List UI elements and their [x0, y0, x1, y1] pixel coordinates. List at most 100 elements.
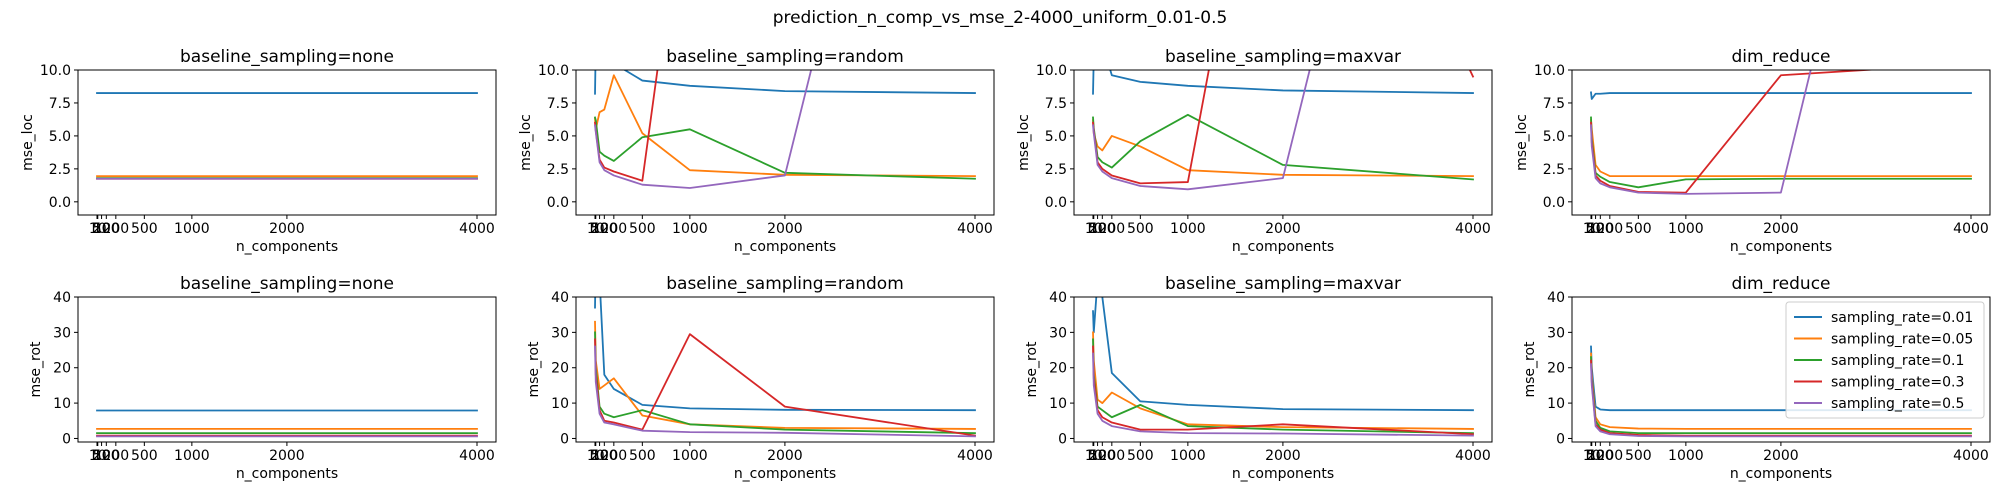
x-tick-label: 500: [131, 448, 158, 464]
plot-area-5: [96, 409, 478, 438]
x-tick-label: 50: [93, 448, 111, 464]
x-tick-label: 200: [102, 221, 129, 237]
x-axis-label: n_components: [1232, 239, 1334, 255]
x-tick-label: 2: [591, 221, 600, 237]
y-tick-label: 0: [62, 431, 71, 447]
x-tick-label: 200: [1596, 221, 1623, 237]
x-tick-label: 100: [591, 448, 618, 464]
subplot-title: baseline_sampling=none: [180, 274, 394, 294]
y-axis-label: mse_loc: [1016, 114, 1032, 171]
x-tick-label: 1000: [1170, 221, 1206, 237]
series-line-5: [1590, 363, 1972, 438]
x-tick-label: 50: [1587, 448, 1605, 464]
x-tick-label: 4000: [957, 448, 993, 464]
x-tick-label: 2: [1587, 221, 1596, 237]
x-tick-label: 10: [1583, 448, 1601, 464]
y-axis-label: mse_rot: [28, 341, 44, 398]
plot-area-1: [96, 92, 478, 180]
series-line-2: [1590, 119, 1972, 178]
series-line-5: [1092, 352, 1474, 437]
x-axis-label: n_components: [236, 239, 338, 255]
y-tick-label: 20: [1547, 361, 1565, 377]
x-tick-label: 50: [1089, 448, 1107, 464]
x-tick-label: 2000: [1265, 448, 1301, 464]
x-tick-label: 4000: [459, 221, 495, 237]
x-tick-label: 10: [89, 221, 107, 237]
x-axis-label: n_components: [734, 239, 836, 255]
subplot-title: baseline_sampling=none: [180, 47, 394, 67]
y-tick-label: 0: [560, 431, 569, 447]
series-line-5: [1092, 70, 1311, 191]
x-tick-label: 500: [1625, 221, 1652, 237]
y-axis-label: mse_loc: [518, 114, 534, 171]
x-tick-label: 500: [629, 448, 656, 464]
y-tick-label: 10.0: [1036, 63, 1067, 79]
x-tick-label: 2000: [1763, 221, 1799, 237]
x-tick-label: 10: [1085, 221, 1103, 237]
x-tick-label: 2000: [269, 221, 305, 237]
x-tick-label: 500: [629, 221, 656, 237]
x-tick-label: 200: [600, 221, 627, 237]
series-line-1: [594, 297, 976, 412]
y-tick-label: 30: [1547, 325, 1565, 341]
x-axis-label: n_components: [1232, 466, 1334, 482]
x-tick-label: 10: [89, 448, 107, 464]
x-tick-label: 4000: [1953, 221, 1989, 237]
y-tick-label: 20: [551, 361, 569, 377]
y-tick-label: 0.0: [1543, 195, 1565, 211]
y-tick-label: 2.5: [1543, 162, 1565, 178]
x-tick-label: 200: [102, 448, 129, 464]
y-tick-label: 10: [551, 396, 569, 412]
x-tick-label: 1000: [1668, 221, 1704, 237]
y-tick-label: 40: [1049, 290, 1067, 306]
x-tick-label: 4000: [1455, 448, 1491, 464]
x-tick-label: 10: [1085, 448, 1103, 464]
x-tick-label: 500: [131, 221, 158, 237]
x-tick-label: 1000: [672, 448, 708, 464]
x-tick-label: 50: [1587, 221, 1605, 237]
x-tick-label: 50: [591, 221, 609, 237]
y-axis-label: mse_loc: [1514, 114, 1530, 171]
y-tick-label: 0.0: [49, 195, 71, 211]
x-tick-label: 200: [1098, 448, 1125, 464]
x-tick-label: 4000: [1455, 221, 1491, 237]
x-tick-label: 1000: [174, 221, 210, 237]
legend-label: sampling_rate=0.1: [1831, 353, 1964, 369]
y-tick-label: 7.5: [547, 96, 569, 112]
x-tick-label: 2: [1089, 448, 1098, 464]
x-tick-label: 1000: [174, 448, 210, 464]
series-line-1: [1590, 91, 1972, 100]
x-axis-label: n_components: [236, 466, 338, 482]
y-tick-label: 5.0: [1045, 129, 1067, 145]
x-tick-label: 2000: [767, 221, 803, 237]
subplot-title: baseline_sampling=random: [666, 274, 904, 294]
y-axis-label: mse_loc: [20, 114, 36, 171]
x-tick-label: 2: [93, 221, 102, 237]
legend-label: sampling_rate=0.01: [1831, 310, 1973, 326]
x-tick-label: 2000: [269, 448, 305, 464]
legend: sampling_rate=0.01 sampling_rate=0.05samp…: [1785, 301, 1985, 419]
subplot-title: dim_reduce: [1731, 47, 1830, 67]
y-tick-label: 0.0: [547, 195, 569, 211]
plot-area-4: [1590, 70, 1972, 195]
x-axis-label: n_components: [1730, 239, 1832, 255]
legend-label: sampling_rate=0.05: [1831, 332, 1973, 348]
y-tick-label: 0: [1556, 431, 1565, 447]
series-line-5: [594, 345, 976, 438]
y-tick-label: 40: [551, 290, 569, 306]
series-line-1: [1092, 70, 1474, 95]
x-tick-label: 200: [600, 448, 627, 464]
y-tick-label: 10.0: [1534, 63, 1565, 79]
y-tick-label: 30: [1049, 325, 1067, 341]
x-tick-label: 500: [1127, 221, 1154, 237]
x-axis-label: n_components: [1730, 466, 1832, 482]
y-tick-label: 2.5: [49, 162, 71, 178]
